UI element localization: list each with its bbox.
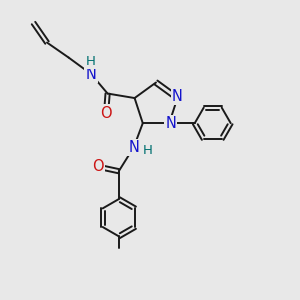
Text: N: N	[172, 89, 183, 104]
Text: N: N	[128, 140, 139, 155]
Text: N: N	[86, 67, 97, 82]
Text: O: O	[92, 159, 103, 174]
Text: N: N	[165, 116, 176, 131]
Text: H: H	[85, 55, 95, 68]
Text: O: O	[100, 106, 112, 121]
Text: H: H	[143, 144, 153, 157]
